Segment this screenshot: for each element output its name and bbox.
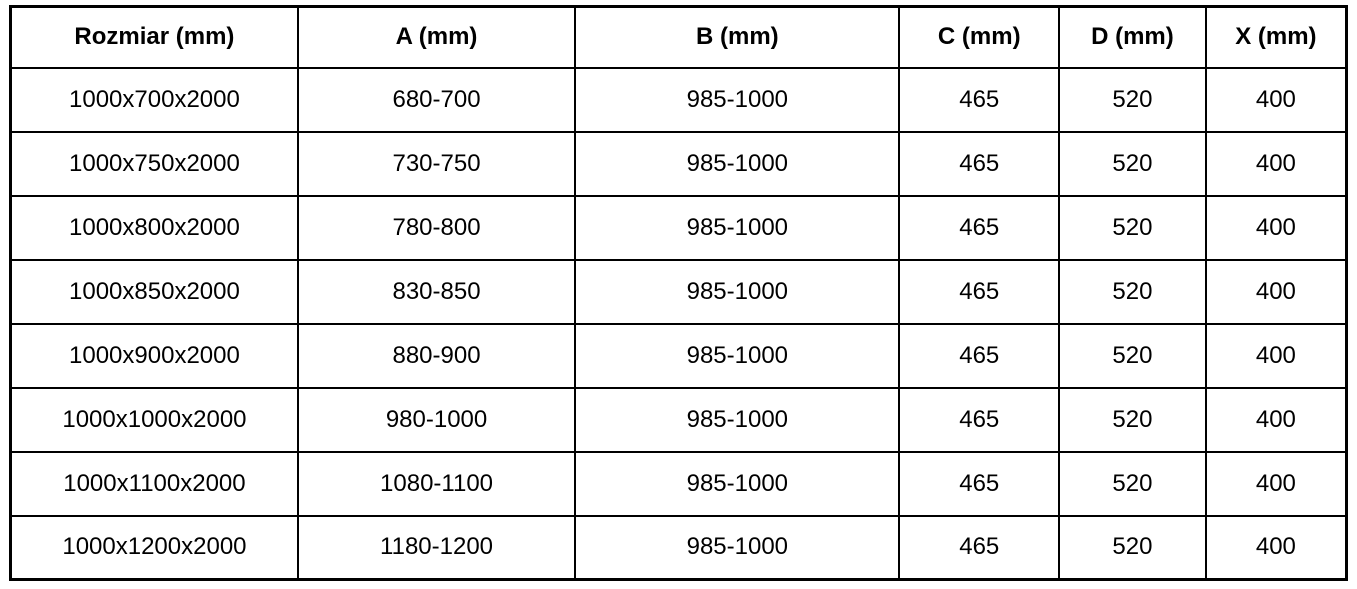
table-cell-c: 465	[898, 66, 1061, 133]
table-row: 1000x900x2000 880-900 985-1000 465 520 4…	[9, 322, 1348, 389]
table-cell-b: 985-1000	[574, 194, 901, 261]
table-cell-b: 985-1000	[574, 514, 901, 581]
table-cell-d: 520	[1058, 194, 1207, 261]
column-header-b: B (mm)	[574, 5, 901, 69]
table-cell-x: 400	[1204, 66, 1348, 133]
column-header-rozmiar: Rozmiar (mm)	[9, 5, 299, 69]
table-cell-b: 985-1000	[574, 322, 901, 389]
table-cell-rozmiar: 1000x850x2000	[9, 258, 299, 325]
table-row: 1000x1200x2000 1180-1200 985-1000 465 52…	[9, 514, 1348, 581]
table-cell-x: 400	[1204, 386, 1348, 453]
table-row: 1000x1000x2000 980-1000 985-1000 465 520…	[9, 386, 1348, 453]
table-cell-a: 730-750	[296, 130, 577, 197]
table-cell-d: 520	[1058, 130, 1207, 197]
table-cell-a: 1080-1100	[296, 450, 577, 517]
table-cell-d: 520	[1058, 322, 1207, 389]
table-cell-d: 520	[1058, 514, 1207, 581]
table-row: 1000x800x2000 780-800 985-1000 465 520 4…	[9, 194, 1348, 261]
table-cell-c: 465	[898, 450, 1061, 517]
table-cell-b: 985-1000	[574, 386, 901, 453]
dimensions-spec-table: Rozmiar (mm) A (mm) B (mm) C (mm) D (mm)…	[9, 5, 1348, 581]
header-row: Rozmiar (mm) A (mm) B (mm) C (mm) D (mm)…	[9, 5, 1348, 69]
table-cell-c: 465	[898, 386, 1061, 453]
table-cell-a: 1180-1200	[296, 514, 577, 581]
table-cell-x: 400	[1204, 514, 1348, 581]
table-row: 1000x850x2000 830-850 985-1000 465 520 4…	[9, 258, 1348, 325]
table-cell-a: 980-1000	[296, 386, 577, 453]
table-cell-x: 400	[1204, 130, 1348, 197]
column-header-a: A (mm)	[296, 5, 577, 69]
table-cell-rozmiar: 1000x900x2000	[9, 322, 299, 389]
table-cell-d: 520	[1058, 66, 1207, 133]
table-cell-rozmiar: 1000x750x2000	[9, 130, 299, 197]
table-cell-b: 985-1000	[574, 450, 901, 517]
table-cell-c: 465	[898, 130, 1061, 197]
table-cell-rozmiar: 1000x1000x2000	[9, 386, 299, 453]
table-cell-b: 985-1000	[574, 130, 901, 197]
table-cell-a: 880-900	[296, 322, 577, 389]
table-cell-d: 520	[1058, 450, 1207, 517]
table-row: 1000x700x2000 680-700 985-1000 465 520 4…	[9, 66, 1348, 133]
table-cell-c: 465	[898, 194, 1061, 261]
table-cell-a: 780-800	[296, 194, 577, 261]
table-row: 1000x750x2000 730-750 985-1000 465 520 4…	[9, 130, 1348, 197]
table-cell-rozmiar: 1000x1100x2000	[9, 450, 299, 517]
table-cell-b: 985-1000	[574, 258, 901, 325]
column-header-x: X (mm)	[1204, 5, 1348, 69]
table-cell-d: 520	[1058, 258, 1207, 325]
table-cell-rozmiar: 1000x1200x2000	[9, 514, 299, 581]
column-header-c: C (mm)	[898, 5, 1061, 69]
table-cell-a: 830-850	[296, 258, 577, 325]
table-cell-c: 465	[898, 258, 1061, 325]
table-cell-x: 400	[1204, 194, 1348, 261]
table-cell-c: 465	[898, 322, 1061, 389]
table-cell-x: 400	[1204, 322, 1348, 389]
table-cell-c: 465	[898, 514, 1061, 581]
table-cell-rozmiar: 1000x700x2000	[9, 66, 299, 133]
table-cell-a: 680-700	[296, 66, 577, 133]
table-cell-x: 400	[1204, 450, 1348, 517]
table-cell-rozmiar: 1000x800x2000	[9, 194, 299, 261]
table-cell-d: 520	[1058, 386, 1207, 453]
column-header-d: D (mm)	[1058, 5, 1207, 69]
table-cell-x: 400	[1204, 258, 1348, 325]
table-row: 1000x1100x2000 1080-1100 985-1000 465 52…	[9, 450, 1348, 517]
table-cell-b: 985-1000	[574, 66, 901, 133]
